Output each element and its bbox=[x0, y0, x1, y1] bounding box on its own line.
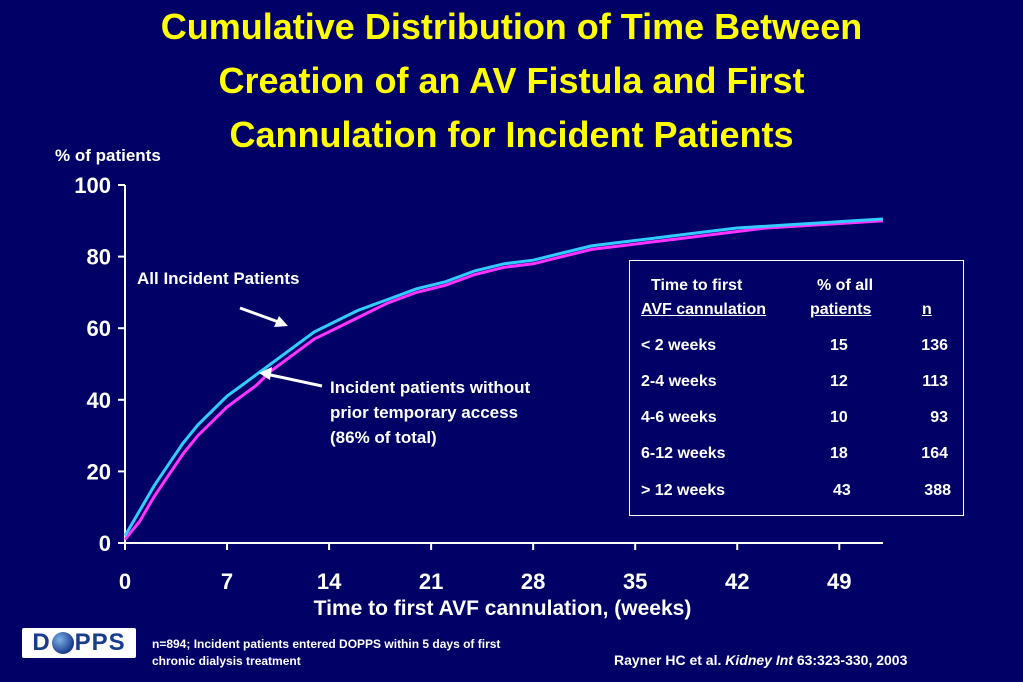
title-line-1: Cumulative Distribution of Time Between bbox=[160, 6, 863, 47]
y-tick-label: 20 bbox=[87, 459, 111, 484]
table-row-pct: 10 bbox=[830, 409, 848, 426]
distribution-table: Time to first AVF cannulation % of all p… bbox=[629, 260, 964, 516]
x-axis-label: Time to first AVF cannulation, (weeks) bbox=[313, 597, 692, 620]
arrowhead-without-temp bbox=[259, 367, 272, 380]
table-header-n: n bbox=[922, 301, 932, 318]
table-row-pct: 15 bbox=[830, 337, 848, 354]
table-row-label: 6-12 weeks bbox=[641, 445, 726, 462]
table-row-pct: 12 bbox=[830, 373, 848, 390]
x-tick-label: 35 bbox=[623, 569, 647, 594]
table-row-n: 388 bbox=[924, 482, 951, 499]
citation-prefix: Rayner HC et al. bbox=[614, 652, 726, 668]
annotation-all-patients: All Incident Patients bbox=[137, 269, 300, 288]
footnote: n=894; Incident patients entered DOPPS w… bbox=[152, 636, 612, 670]
annotation-without-line-3: (86% of total) bbox=[330, 428, 437, 447]
y-tick-label: 0 bbox=[99, 531, 111, 556]
table-header-time-line2: AVF cannulation bbox=[641, 301, 767, 318]
slide-title: Cumulative Distribution of Time Between … bbox=[0, 0, 1023, 162]
annotation-without-line-2: prior temporary access bbox=[330, 403, 519, 422]
x-tick-label: 49 bbox=[827, 569, 851, 594]
table-row-n: 113 bbox=[922, 373, 948, 390]
citation-suffix: 63:323-330, 2003 bbox=[792, 652, 908, 668]
arrowhead-all-patients bbox=[274, 316, 288, 327]
logo-text-right: PPS bbox=[74, 629, 126, 656]
footnote-line-2: chronic dialysis treatment bbox=[152, 654, 301, 668]
table-row-label: 4-6 weeks bbox=[641, 409, 717, 426]
table-header-pct-line1: % of all bbox=[817, 277, 874, 294]
title-line-2: Creation of an AV Fistula and First bbox=[218, 60, 805, 101]
logo-text-left: D bbox=[32, 629, 51, 656]
x-tick-label: 7 bbox=[221, 569, 233, 594]
footnote-line-1: n=894; Incident patients entered DOPPS w… bbox=[152, 637, 501, 651]
y-tick-label: 80 bbox=[87, 245, 111, 270]
citation: Rayner HC et al. Kidney Int 63:323-330, … bbox=[614, 652, 907, 668]
annotation-arrows bbox=[239, 306, 323, 388]
x-tick-label: 0 bbox=[119, 569, 131, 594]
table-row-n: 164 bbox=[921, 445, 948, 462]
y-axis-label: % of patients bbox=[55, 146, 161, 165]
citation-journal: Kidney Int bbox=[725, 652, 793, 668]
dopps-logo: D PPS bbox=[22, 628, 136, 658]
axes: 0 20 40 60 80 100 0 7 14 21 28 35 42 49 bbox=[74, 173, 883, 594]
table-header-pct-line2: patients bbox=[810, 301, 872, 318]
annotation-without-line-1: Incident patients without bbox=[330, 378, 531, 397]
series-line-1 bbox=[123, 219, 884, 541]
table-row-pct: 18 bbox=[830, 445, 848, 462]
table-row-pct: 43 bbox=[833, 482, 851, 499]
globe-icon bbox=[51, 632, 74, 654]
x-tick-label: 21 bbox=[419, 569, 443, 594]
table-row-n: 136 bbox=[921, 337, 948, 354]
table-row-label: < 2 weeks bbox=[641, 337, 717, 354]
y-tick-label: 100 bbox=[74, 173, 111, 198]
table-header-time-line1: Time to first bbox=[651, 277, 743, 294]
title-line-3: Cannulation for Incident Patients bbox=[229, 114, 794, 155]
x-tick-label: 42 bbox=[725, 569, 749, 594]
arrow-without-temp bbox=[265, 372, 323, 388]
series-line-0 bbox=[123, 217, 884, 537]
table-row-label: 2-4 weeks bbox=[641, 373, 717, 390]
table-row-n: 93 bbox=[930, 409, 948, 426]
x-tick-label: 14 bbox=[317, 569, 342, 594]
table-row-label: > 12 weeks bbox=[641, 482, 726, 499]
x-tick-label: 28 bbox=[521, 569, 545, 594]
y-tick-label: 60 bbox=[87, 316, 111, 341]
y-tick-label: 40 bbox=[87, 388, 111, 413]
series-lines bbox=[123, 217, 884, 541]
annotation-without-temp: Incident patients without prior temporar… bbox=[330, 375, 530, 450]
